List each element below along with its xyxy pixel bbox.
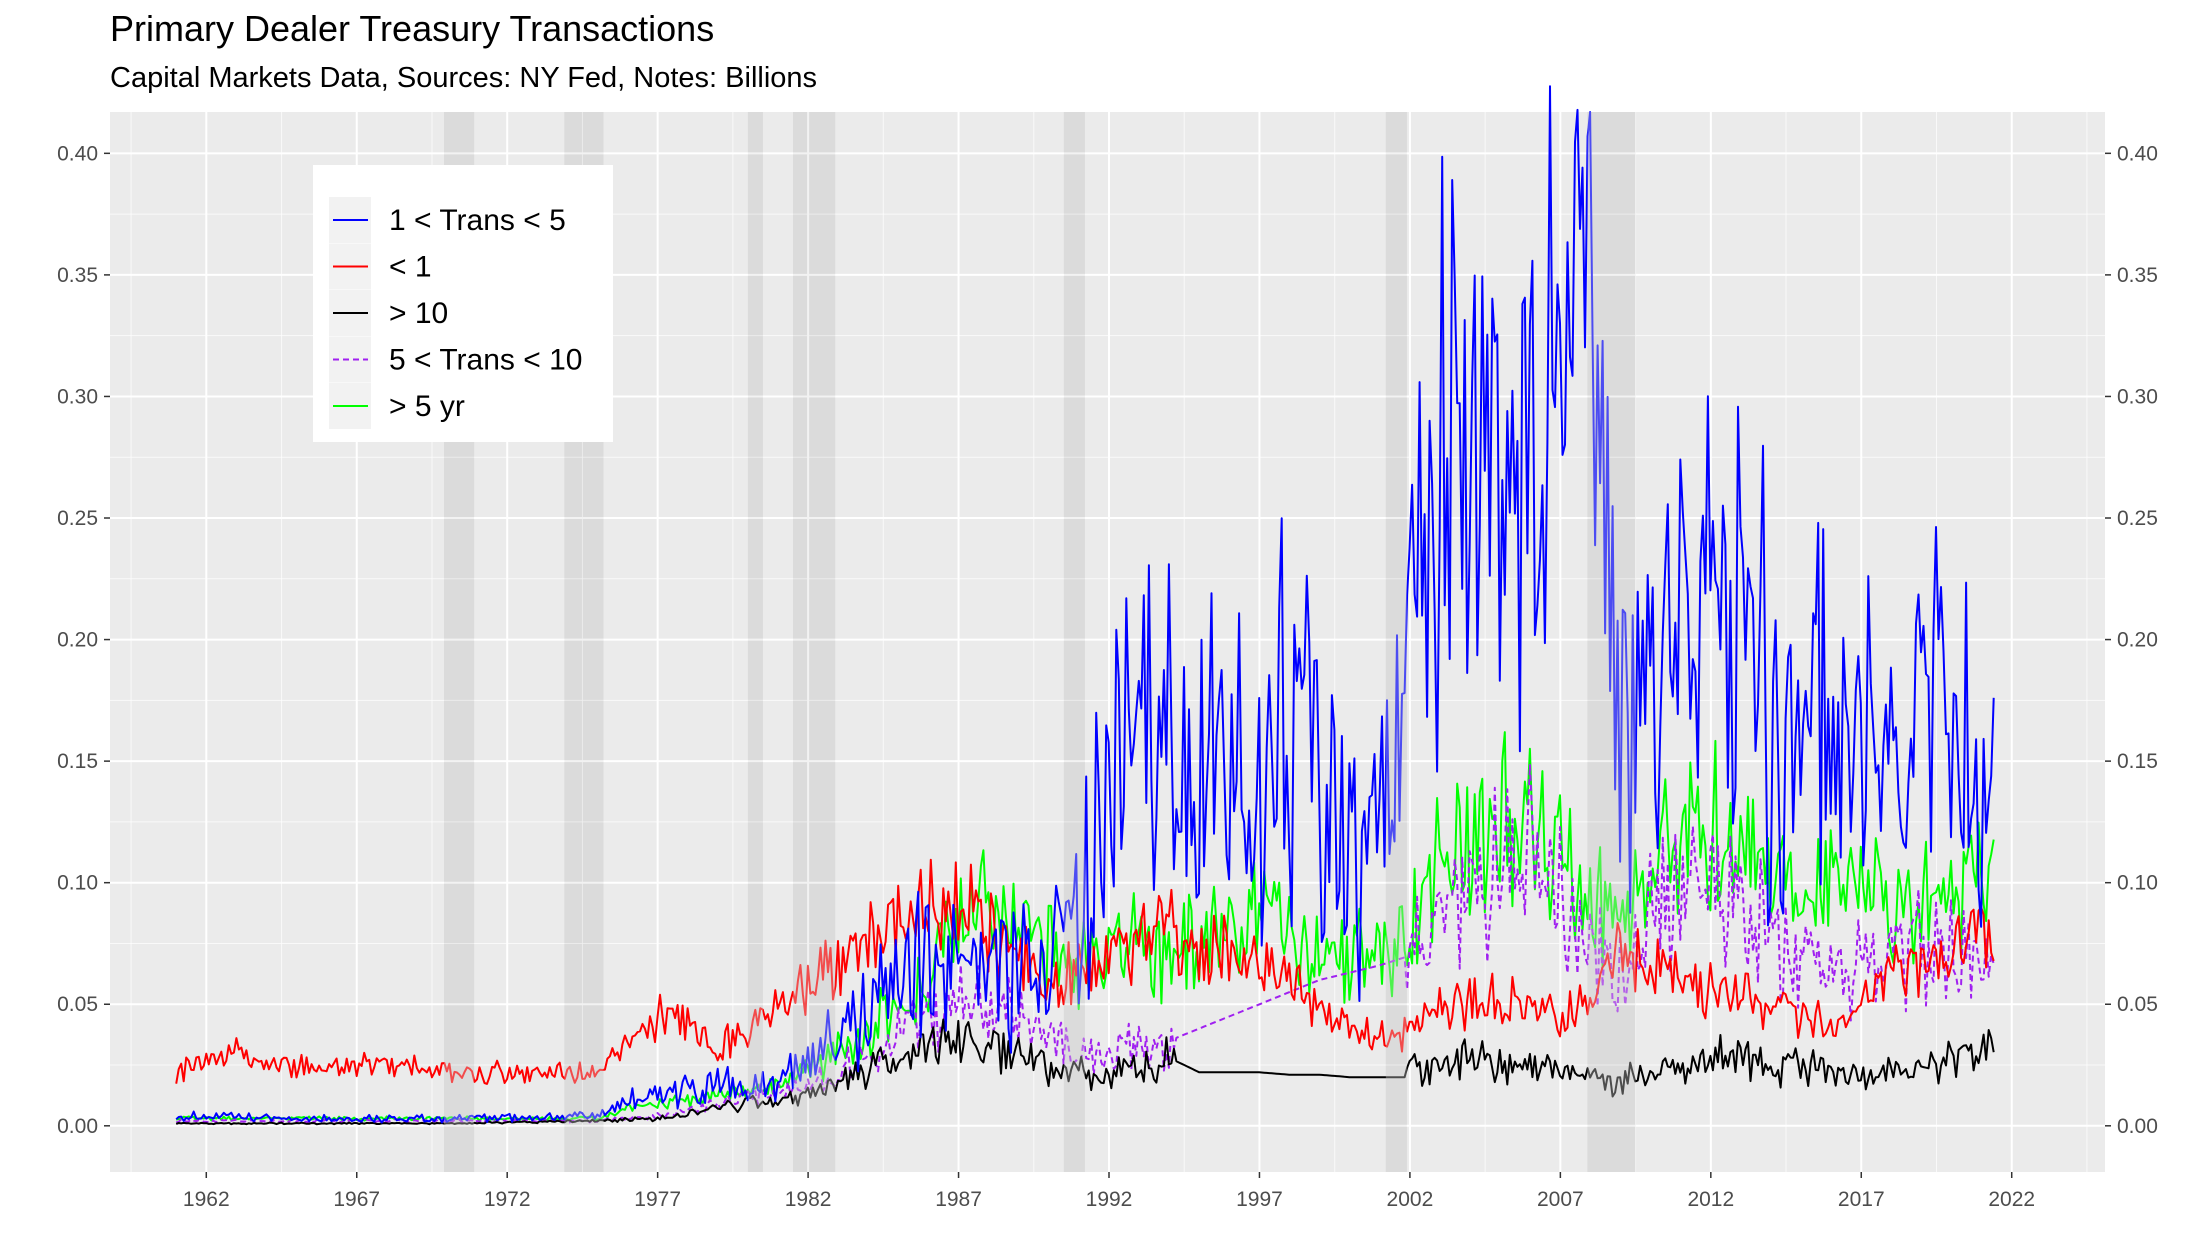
series-line-0 [175,85,1995,1124]
recession-band [747,112,763,1172]
legend-label: 5 < Trans < 10 [389,344,582,377]
y-tick-label-right: 0.30 [2117,385,2158,408]
legend: 1 < Trans < 5 < 1 > 10 5 < Trans < 10 > 5 yr [313,165,613,442]
x-tick-label: 1972 [484,1188,531,1211]
series-line-2 [175,1018,1995,1126]
x-tick-label: 1992 [1086,1188,1133,1211]
legend-label: < 1 [389,251,432,284]
y-tick-label-left: 0.35 [57,264,98,287]
recession-band [793,112,836,1172]
y-axis-right: 0.00 0.05 0.10 0.15 0.20 0.25 0.30 0.35 0.40 [2105,142,2158,1138]
y-tick-label-left: 0.10 [57,872,98,895]
recession-overlay [747,112,763,1172]
y-tick-label-left: 0.00 [57,1115,98,1138]
y-tick-label-left: 0.15 [57,750,98,773]
series-line-4 [175,731,1995,1122]
recession-overlay [1587,112,1636,1172]
y-tick-label-left: 0.05 [57,993,98,1016]
y-tick-label-right: 0.40 [2117,142,2158,165]
y-tick-label-right: 0.20 [2117,629,2158,652]
x-tick-label: 2002 [1387,1188,1434,1211]
y-tick-label-left: 0.20 [57,629,98,652]
series-line-3 [175,764,1995,1124]
recession-overlay [1385,112,1407,1172]
x-tick-label: 2017 [1838,1188,1885,1211]
y-tick-label-right: 0.05 [2117,993,2158,1016]
chart-title: Primary Dealer Treasury Transactions [110,8,715,49]
x-tick-label: 2022 [1988,1188,2035,1211]
y-tick-label-right: 0.00 [2117,1115,2158,1138]
recession-overlay [793,112,836,1172]
x-tick-label: 2007 [1537,1188,1584,1211]
x-tick-label: 1967 [333,1188,380,1211]
legend-label: > 5 yr [389,390,465,423]
series-line-1 [175,858,1995,1085]
x-tick-label: 1962 [183,1188,230,1211]
x-tick-label: 1977 [634,1188,681,1211]
x-tick-label: 1987 [935,1188,982,1211]
y-axis-left: 0.00 0.05 0.10 0.15 0.20 0.25 0.30 0.35 0.40 [57,142,110,1138]
y-tick-label-right: 0.15 [2117,750,2158,773]
y-tick-label-right: 0.35 [2117,264,2158,287]
y-tick-label-left: 0.25 [57,507,98,530]
x-tick-label: 2012 [1687,1188,1734,1211]
chart-subtitle: Capital Markets Data, Sources: NY Fed, N… [110,62,818,94]
x-tick-label: 1997 [1236,1188,1283,1211]
x-axis: 1962 1967 1972 1977 1982 1987 1992 1997 2002 2007… [183,1172,2035,1211]
legend-label: 1 < Trans < 5 [389,204,566,237]
y-tick-label-left: 0.40 [57,142,98,165]
y-tick-label-left: 0.30 [57,385,98,408]
x-tick-label: 1982 [785,1188,832,1211]
legend-label: > 10 [389,297,448,330]
recession-overlay [1063,112,1085,1172]
y-tick-label-right: 0.25 [2117,507,2158,530]
y-tick-label-right: 0.10 [2117,872,2158,895]
